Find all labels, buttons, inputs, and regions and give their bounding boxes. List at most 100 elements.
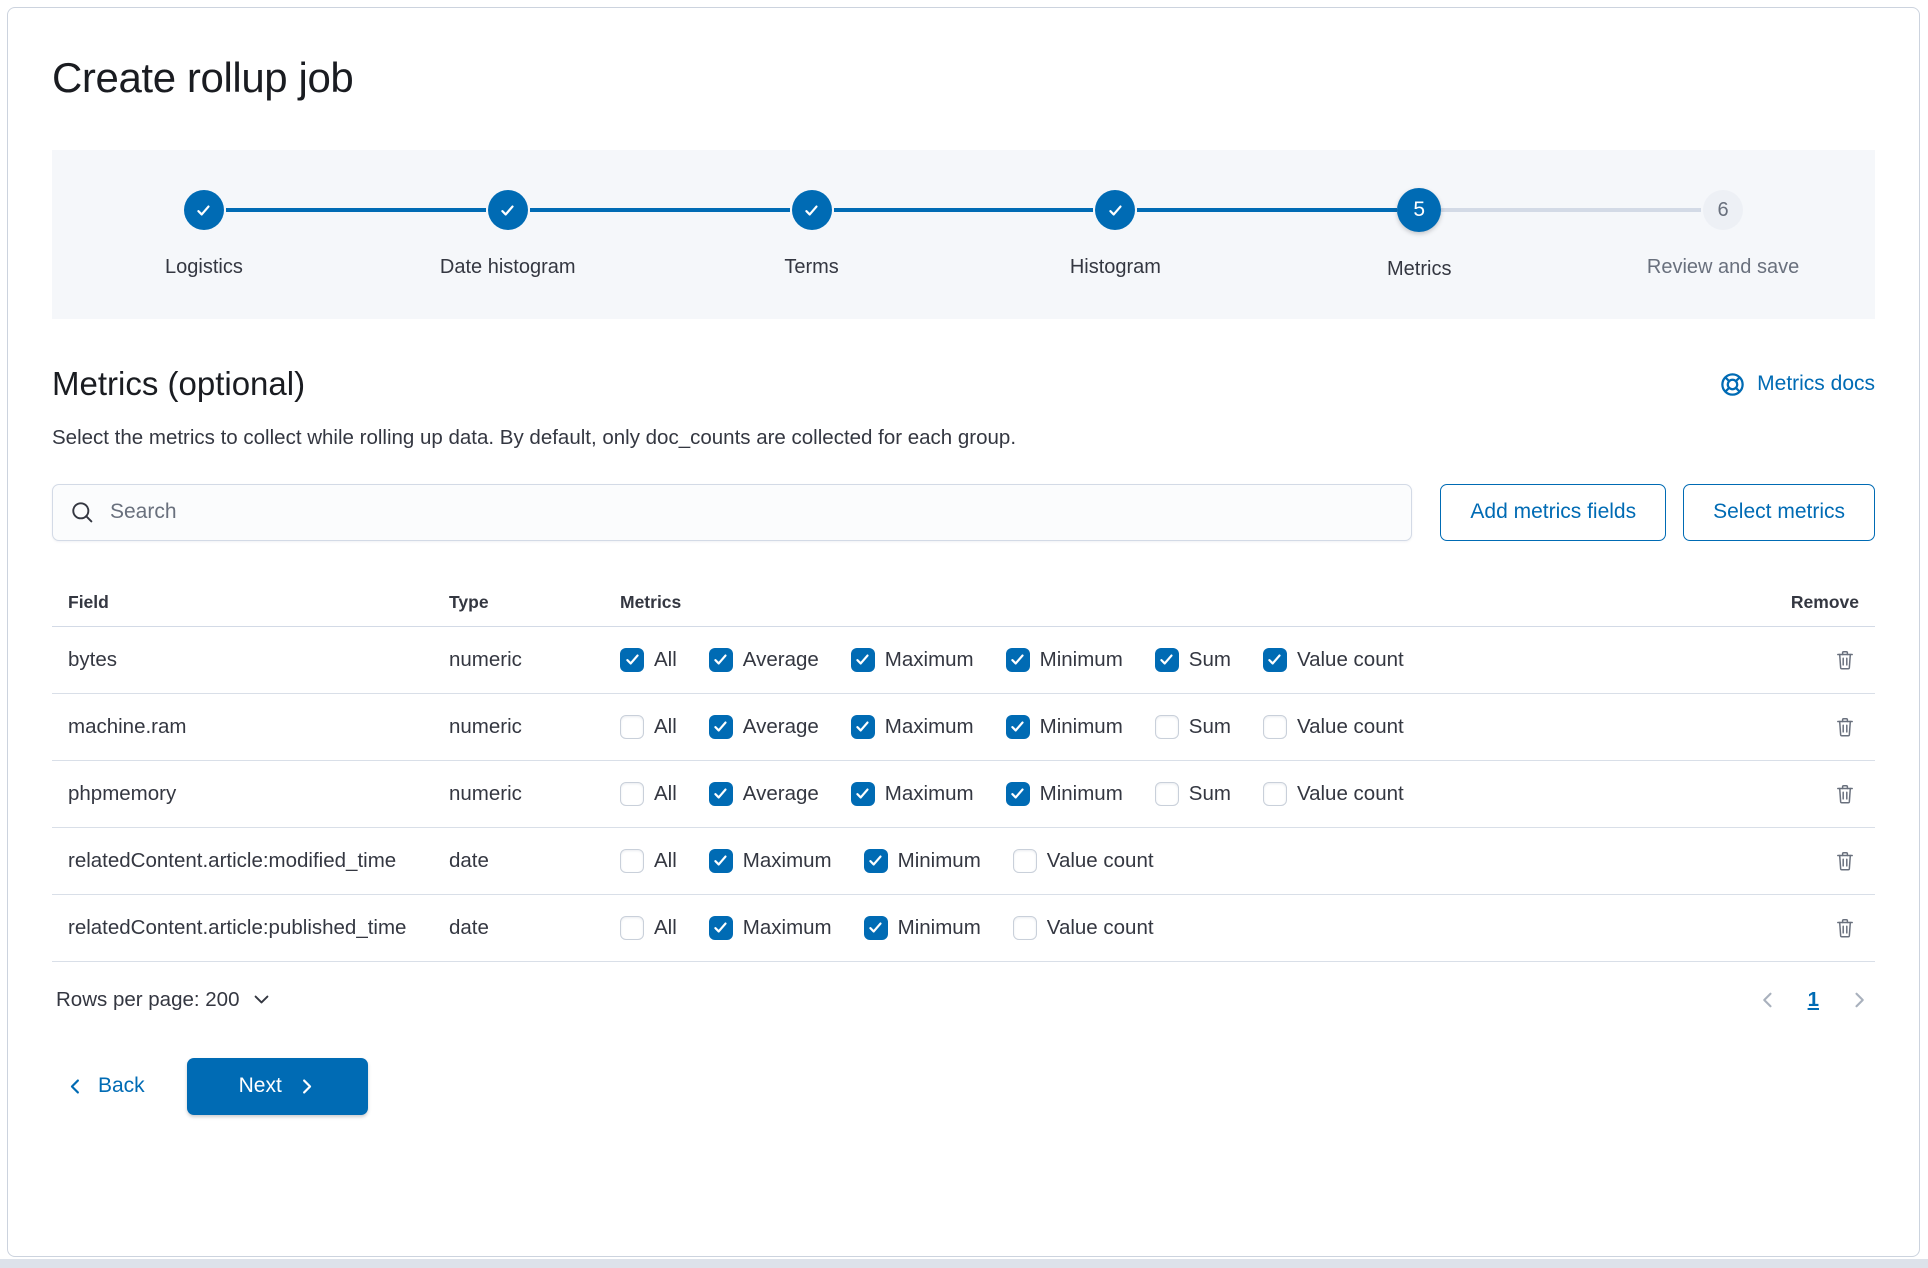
- checkbox-unchecked-icon[interactable]: [620, 714, 644, 739]
- checkbox-checked-icon[interactable]: [708, 781, 733, 806]
- rows-per-page-button[interactable]: Rows per page: 200: [52, 988, 271, 1012]
- checkbox-checked-icon[interactable]: [1005, 781, 1030, 806]
- checkbox-unchecked-icon[interactable]: [1154, 714, 1179, 739]
- step-circle[interactable]: [1095, 190, 1136, 230]
- checkbox-checked-icon[interactable]: [708, 915, 733, 940]
- step-circle[interactable]: 5: [1397, 188, 1442, 232]
- metric-checkbox-maximum[interactable]: Maximum: [708, 915, 832, 940]
- checkbox-unchecked-icon[interactable]: [620, 915, 644, 940]
- metric-checkbox-all[interactable]: All: [620, 714, 677, 739]
- back-button-label: Back: [98, 1074, 145, 1098]
- table-header-row: Field Type Metrics Remove: [52, 579, 1875, 627]
- checkbox-checked-icon[interactable]: [863, 915, 888, 940]
- next-page-button[interactable]: [1849, 990, 1869, 1010]
- checkbox-unchecked-icon[interactable]: [620, 848, 644, 873]
- checkbox-checked-icon[interactable]: [850, 714, 875, 739]
- metric-option-label: All: [654, 781, 677, 805]
- create-rollup-job-panel: Create rollup job Logistics Date histogra…: [7, 7, 1920, 1257]
- step-connector-line: [225, 208, 356, 212]
- metric-checkbox-sum[interactable]: Sum: [1154, 781, 1231, 806]
- checkbox-checked-icon[interactable]: [708, 714, 733, 739]
- metric-checkbox-average[interactable]: Average: [708, 647, 819, 672]
- step-connector-line: [1571, 208, 1702, 212]
- metric-checkbox-value-count[interactable]: Value count: [1012, 915, 1154, 940]
- step-circle[interactable]: [791, 190, 832, 230]
- step-circle[interactable]: [183, 190, 224, 230]
- checkbox-checked-icon[interactable]: [708, 848, 733, 873]
- checkbox-checked-icon[interactable]: [850, 647, 875, 672]
- step-review-and-save: 6 Review and save: [1571, 190, 1875, 281]
- metric-option-label: All: [654, 915, 677, 939]
- step-label: Histogram: [1069, 256, 1161, 278]
- metric-checkbox-maximum[interactable]: Maximum: [850, 781, 974, 806]
- metric-checkbox-value-count[interactable]: Value count: [1262, 647, 1404, 672]
- metric-checkbox-minimum[interactable]: Minimum: [863, 848, 981, 873]
- metric-option-label: Sum: [1188, 781, 1231, 805]
- back-button[interactable]: Back: [66, 1074, 145, 1098]
- checkbox-unchecked-icon[interactable]: [1262, 714, 1287, 739]
- metric-checkbox-value-count[interactable]: Value count: [1012, 848, 1154, 873]
- field-name-cell: phpmemory: [68, 781, 177, 805]
- checkbox-checked-icon[interactable]: [850, 781, 875, 806]
- page-number-button[interactable]: 1: [1807, 987, 1819, 1011]
- select-metrics-button[interactable]: Select metrics: [1683, 483, 1875, 541]
- step-connector-line: [529, 208, 660, 212]
- checkbox-checked-icon[interactable]: [1005, 647, 1030, 672]
- checkbox-checked-icon[interactable]: [1154, 647, 1179, 672]
- column-header-type: Type: [449, 591, 489, 612]
- step-connector-line: [833, 208, 964, 212]
- previous-page-button[interactable]: [1758, 990, 1778, 1010]
- metric-checkbox-sum[interactable]: Sum: [1154, 647, 1231, 672]
- step-connector-line: [659, 208, 790, 212]
- metric-checkbox-average[interactable]: Average: [708, 781, 819, 806]
- metric-checkbox-minimum[interactable]: Minimum: [1005, 647, 1123, 672]
- metric-checkbox-minimum[interactable]: Minimum: [1005, 781, 1123, 806]
- metric-checkbox-all[interactable]: All: [620, 915, 677, 940]
- remove-row-button[interactable]: [1829, 912, 1861, 944]
- checkbox-checked-icon[interactable]: [1262, 647, 1287, 672]
- step-metrics: 5 Metrics: [1267, 188, 1572, 281]
- metrics-cell: All Average Maximum Minimum Sum Value count: [610, 781, 1775, 806]
- remove-row-button[interactable]: [1829, 845, 1861, 877]
- metric-checkbox-average[interactable]: Average: [708, 714, 819, 739]
- metric-checkbox-all[interactable]: All: [620, 848, 677, 873]
- checkbox-checked-icon[interactable]: [863, 848, 888, 873]
- metric-checkbox-value-count[interactable]: Value count: [1262, 714, 1404, 739]
- trash-icon: [1833, 916, 1857, 940]
- metrics-docs-link[interactable]: Metrics docs: [1719, 371, 1875, 398]
- remove-cell: [1775, 845, 1875, 877]
- checkbox-unchecked-icon[interactable]: [1154, 781, 1179, 806]
- metric-checkbox-maximum[interactable]: Maximum: [850, 714, 974, 739]
- checkbox-checked-icon[interactable]: [708, 647, 733, 672]
- step-connector-line: [963, 208, 1094, 212]
- checkbox-checked-icon[interactable]: [1005, 714, 1030, 739]
- metrics-cell: All Average Maximum Minimum Sum Value count: [610, 647, 1775, 672]
- checkbox-unchecked-icon[interactable]: [1012, 848, 1037, 873]
- metric-checkbox-minimum[interactable]: Minimum: [863, 915, 981, 940]
- metric-checkbox-maximum[interactable]: Maximum: [708, 848, 832, 873]
- next-button-label: Next: [238, 1074, 282, 1098]
- next-button[interactable]: Next: [186, 1057, 368, 1115]
- checkbox-unchecked-icon[interactable]: [620, 781, 644, 806]
- checkbox-unchecked-icon[interactable]: [1012, 915, 1037, 940]
- metric-checkbox-all[interactable]: All: [620, 781, 677, 806]
- metric-checkbox-value-count[interactable]: Value count: [1262, 781, 1404, 806]
- metric-option-label: Minimum: [1039, 647, 1123, 671]
- field-type-cell: numeric: [449, 647, 522, 671]
- checkbox-unchecked-icon[interactable]: [1262, 781, 1287, 806]
- metric-checkbox-minimum[interactable]: Minimum: [1005, 714, 1123, 739]
- checkbox-checked-icon[interactable]: [620, 647, 644, 672]
- metric-option-label: All: [654, 848, 677, 872]
- search-input[interactable]: [110, 500, 1396, 525]
- metric-checkbox-sum[interactable]: Sum: [1154, 714, 1231, 739]
- remove-cell: [1775, 711, 1875, 743]
- metric-checkbox-maximum[interactable]: Maximum: [850, 647, 974, 672]
- remove-row-button[interactable]: [1829, 644, 1861, 676]
- remove-row-button[interactable]: [1829, 711, 1861, 743]
- metric-checkbox-all[interactable]: All: [620, 647, 677, 672]
- step-circle[interactable]: [487, 190, 528, 230]
- window-bottom-edge: [0, 1259, 1928, 1268]
- remove-row-button[interactable]: [1829, 778, 1861, 810]
- magnifier-icon: [69, 499, 96, 526]
- add-metrics-fields-button[interactable]: Add metrics fields: [1440, 483, 1667, 541]
